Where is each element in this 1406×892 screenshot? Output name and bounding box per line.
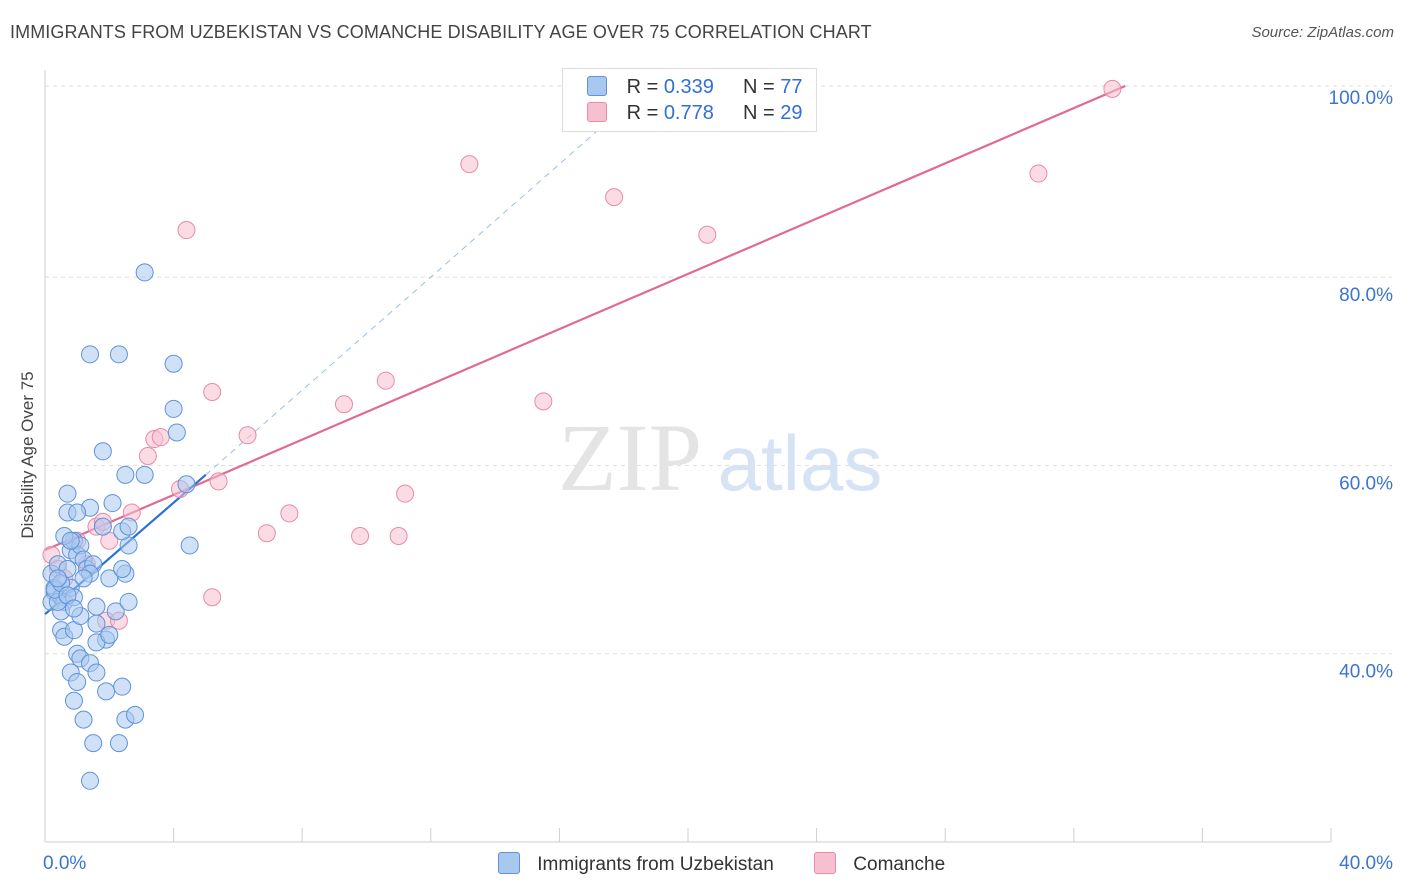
comanche-point <box>151 428 170 447</box>
uzbekistan-point <box>180 536 199 555</box>
comanche-point <box>1103 79 1122 98</box>
bottom-legend-blue: Immigrants from Uzbekistan <box>498 852 774 876</box>
comanche-point <box>334 395 353 414</box>
legend-pink-n: 29 <box>780 102 803 124</box>
bottom-legend-pink-label: Comanche <box>853 854 946 875</box>
legend-pink-r: 0.778 <box>663 102 714 124</box>
uzbekistan-point <box>64 599 83 618</box>
y-tick-label: 100.0% <box>1329 88 1394 109</box>
uzbekistan-point <box>81 345 100 364</box>
uzbekistan-point <box>100 569 119 588</box>
y-axis-label: Disability Age Over 75 <box>18 371 37 538</box>
uzbekistan-point <box>87 597 106 616</box>
legend-row-blue: R = 0.339 N = 77 <box>587 76 803 100</box>
uzbekistan-point <box>68 503 87 522</box>
y-tick-label: 80.0% <box>1339 285 1393 306</box>
blue-trend-extension <box>205 121 608 476</box>
bottom-legend-pink: Comanche <box>814 852 945 876</box>
uzbekistan-point <box>116 465 135 484</box>
uzbekistan-point <box>48 569 67 588</box>
legend-r-label: R = <box>626 102 659 124</box>
blue-swatch <box>587 76 607 96</box>
grid-lines <box>45 85 1392 655</box>
comanche-point <box>1029 164 1048 183</box>
uzbekistan-point <box>64 691 83 710</box>
legend-row-pink: R = 0.778 N = 29 <box>587 102 803 126</box>
comanche-points <box>42 79 1122 630</box>
uzbekistan-point <box>113 677 132 696</box>
trend-lines <box>44 84 1126 615</box>
uzbekistan-point <box>113 559 132 578</box>
uzbekistan-points <box>42 263 199 790</box>
uzbekistan-point <box>103 494 122 513</box>
comanche-point <box>376 371 395 390</box>
pink-swatch <box>587 102 607 122</box>
comanche-point <box>389 527 408 546</box>
x-tick-label-max: 40.0% <box>1339 853 1393 874</box>
uzbekistan-point <box>81 771 100 790</box>
comanche-point <box>203 382 222 401</box>
uzbekistan-point <box>84 734 103 753</box>
comanche-point <box>534 392 553 411</box>
legend-blue-n: 77 <box>780 76 803 98</box>
uzbekistan-point <box>164 399 183 418</box>
uzbekistan-point <box>109 734 128 753</box>
comanche-trend-line <box>44 84 1126 552</box>
uzbekistan-point <box>58 484 77 503</box>
uzbekistan-point <box>164 354 183 373</box>
uzbekistan-point <box>87 614 106 633</box>
comanche-point <box>238 426 257 445</box>
legend-r-label: R = <box>626 76 659 98</box>
watermark-atlas: atlas <box>718 419 883 507</box>
uzbekistan-point <box>119 592 138 611</box>
comanche-point <box>209 472 228 491</box>
uzbekistan-point <box>135 263 154 282</box>
uzbekistan-point <box>167 423 186 442</box>
x-tick-label-min: 0.0% <box>43 853 86 874</box>
uzbekistan-point <box>177 475 196 494</box>
comanche-point <box>698 225 717 244</box>
correlation-legend: R = 0.339 N = 77 R = 0.778 N = 29 <box>562 68 817 132</box>
axis-labels: 40.0% 60.0% 80.0% 100.0% 0.0% 40.0% Disability… <box>18 88 1393 874</box>
uzbekistan-point <box>97 682 116 701</box>
uzbekistan-point <box>135 465 154 484</box>
uzbekistan-point <box>61 531 80 550</box>
comanche-point <box>203 588 222 607</box>
legend-n-label: N = <box>743 102 775 124</box>
y-tick-label: 60.0% <box>1339 473 1393 494</box>
comanche-point <box>351 527 370 546</box>
comanche-point <box>280 504 299 523</box>
watermark-zip: ZIP <box>558 404 702 511</box>
comanche-point <box>257 524 276 543</box>
uzbekistan-point <box>119 517 138 536</box>
uzbekistan-point <box>106 602 125 621</box>
uzbekistan-point <box>74 569 93 588</box>
uzbekistan-point <box>93 517 112 536</box>
pink-legend-swatch <box>814 852 836 874</box>
comanche-point <box>396 484 415 503</box>
uzbekistan-point <box>100 625 119 644</box>
y-tick-label: 40.0% <box>1339 662 1393 683</box>
source-label: Source: ZipAtlas.com <box>1251 24 1394 41</box>
uzbekistan-point <box>87 663 106 682</box>
uzbekistan-point <box>109 345 128 364</box>
uzbekistan-point <box>93 442 112 461</box>
legend-blue-r: 0.339 <box>663 76 714 98</box>
uzbekistan-point <box>126 705 145 724</box>
axes <box>44 70 1332 843</box>
comanche-point <box>605 188 624 207</box>
comanche-point <box>177 221 196 240</box>
bottom-legend-blue-label: Immigrants from Uzbekistan <box>537 854 774 875</box>
blue-legend-swatch <box>498 852 520 874</box>
chart-title: IMMIGRANTS FROM UZBEKISTAN VS COMANCHE D… <box>10 22 872 42</box>
legend-n-label: N = <box>743 76 775 98</box>
uzbekistan-point <box>74 710 93 729</box>
uzbekistan-point <box>68 672 87 691</box>
comanche-point <box>460 155 479 174</box>
comanche-point <box>138 447 157 465</box>
watermark: ZIP atlas <box>558 404 882 511</box>
